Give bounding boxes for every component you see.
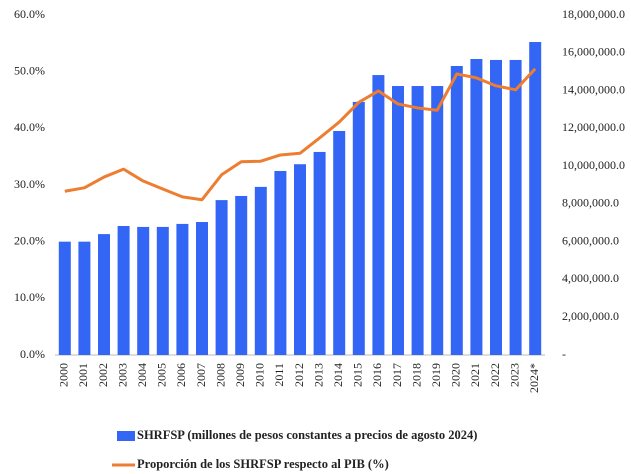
x-tick-label: 2016 <box>370 363 384 387</box>
y-tick-label: 30.0% <box>14 177 45 191</box>
bar <box>411 86 424 356</box>
y2-tick-label: 18,000,000.0 <box>562 7 625 21</box>
bar <box>431 86 444 356</box>
legend-label: SHRFSP (millones de pesos constantes a p… <box>137 428 477 442</box>
x-tick-label: 2009 <box>233 363 247 387</box>
y2-tick-label: 8,000,000.0 <box>562 196 619 210</box>
bar <box>98 234 110 355</box>
bar <box>490 59 502 355</box>
y2-tick-label: - <box>562 347 566 361</box>
line <box>64 67 537 202</box>
x-tick-label: 2021 <box>468 363 482 387</box>
x-tick-label: 2005 <box>155 363 169 387</box>
bar <box>470 59 483 356</box>
x-tick-label: 2014 <box>331 363 345 387</box>
x-tick-label: 2000 <box>57 363 71 387</box>
y-tick-label: 40.0% <box>14 120 45 134</box>
y2-tick-label: 12,000,000.0 <box>562 120 625 134</box>
x-tick-label: 2006 <box>174 363 188 387</box>
y2-tick-label: 6,000,000.0 <box>562 233 619 247</box>
x-tick-label: 2013 <box>311 363 325 387</box>
y-tick-label: 50.0% <box>14 63 45 77</box>
bar <box>215 200 228 355</box>
x-tick-label: 2007 <box>194 363 208 387</box>
y2-tick-label: 16,000,000.0 <box>562 45 625 59</box>
y-tick-label: 0.0% <box>20 347 45 361</box>
bar <box>58 241 71 355</box>
bar <box>450 66 463 355</box>
bar <box>78 241 91 355</box>
x-tick-label: 2022 <box>488 363 502 387</box>
legend-swatch <box>117 431 135 441</box>
bar <box>352 101 365 355</box>
x-tick-label: 2001 <box>76 363 90 387</box>
x-tick-label: 2023 <box>507 363 521 387</box>
y-tick-label: 10.0% <box>14 290 45 304</box>
legend-label: Proporción de los SHRFSP respecto al PIB… <box>137 457 389 471</box>
y2-tick-label: 2,000,000.0 <box>562 309 619 323</box>
x-tick-label: 2018 <box>409 363 423 387</box>
y2-tick-label: 14,000,000.0 <box>562 82 625 96</box>
x-tick-label: 2003 <box>115 363 129 387</box>
x-tick-label: 2015 <box>351 363 365 387</box>
x-tick-label: 2019 <box>429 363 443 387</box>
x-tick-label: 2010 <box>253 363 267 387</box>
bar <box>372 75 385 356</box>
bar <box>254 186 267 355</box>
x-tick-label: 2020 <box>449 363 463 387</box>
bar <box>529 42 542 356</box>
y2-tick-label: 4,000,000.0 <box>562 271 619 285</box>
y-tick-label: 20.0% <box>14 233 45 247</box>
bar <box>235 195 248 355</box>
x-tick-label: 2012 <box>292 363 306 387</box>
bar <box>196 222 208 355</box>
bar <box>274 171 287 355</box>
y-tick-label: 60.0% <box>14 7 45 21</box>
x-tick-label: 2004 <box>135 363 149 387</box>
bar <box>509 59 522 355</box>
x-tick-label: 2017 <box>390 363 404 387</box>
x-tick-label: 2008 <box>213 363 227 387</box>
x-tick-label: 2002 <box>96 363 110 387</box>
bar <box>156 226 169 355</box>
bar <box>392 86 404 356</box>
bar <box>313 151 326 355</box>
x-tick-label: 2024* <box>527 363 541 393</box>
bar <box>333 130 346 355</box>
bar <box>294 164 306 355</box>
x-tick-label: 2011 <box>272 363 286 387</box>
bar <box>117 225 130 355</box>
bar <box>137 226 150 355</box>
y2-tick-label: 10,000,000.0 <box>562 158 625 172</box>
bar <box>176 223 189 355</box>
